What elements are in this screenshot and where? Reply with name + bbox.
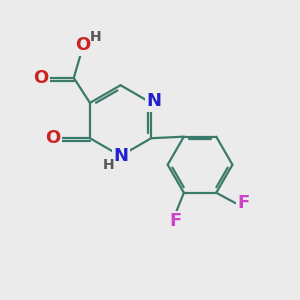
Text: O: O <box>33 69 48 87</box>
Text: O: O <box>46 129 61 147</box>
Text: O: O <box>75 37 90 55</box>
Text: F: F <box>169 212 181 230</box>
Text: F: F <box>238 194 250 212</box>
Text: N: N <box>113 147 128 165</box>
Text: N: N <box>147 92 162 110</box>
Text: H: H <box>102 158 114 172</box>
Text: H: H <box>90 30 102 44</box>
